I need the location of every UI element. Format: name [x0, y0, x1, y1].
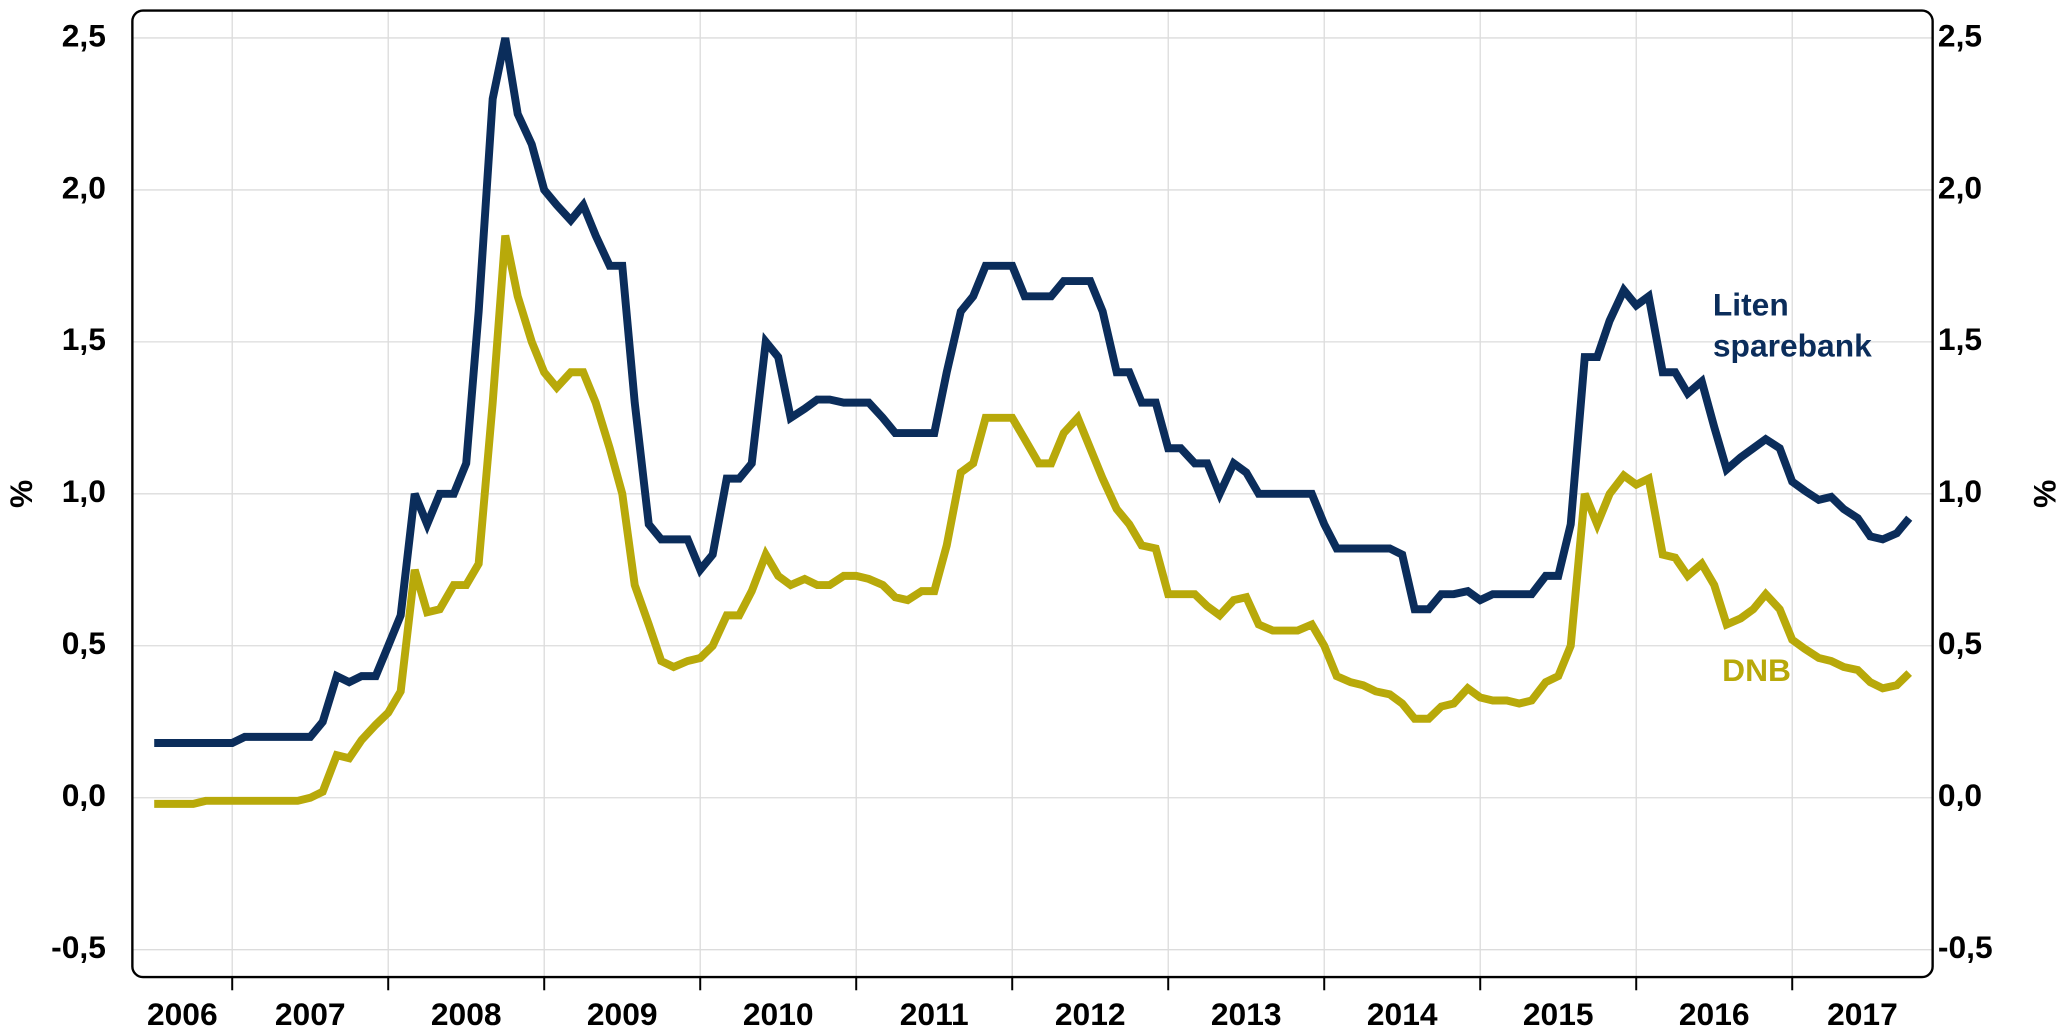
y-tick-label: 1,5 [62, 321, 106, 357]
y-tick-label: 2,5 [62, 17, 106, 53]
x-tick-label: 2007 [275, 996, 346, 1030]
x-tick-label: 2008 [431, 996, 502, 1030]
x-tick-label: 2013 [1211, 996, 1282, 1030]
x-tick-label: 2016 [1679, 996, 1750, 1030]
y-tick-label: -0,5 [51, 929, 106, 965]
y2-tick-label: 0,5 [1938, 625, 1982, 661]
y-tick-label: 0,0 [62, 777, 106, 813]
y2-tick-label: 1,0 [1938, 473, 1982, 509]
x-tick-label: 2012 [1055, 996, 1126, 1030]
y-tick-label: 0,5 [62, 625, 106, 661]
y2-tick-label: 2,5 [1938, 17, 1982, 53]
x-tick-label: 2015 [1523, 996, 1594, 1030]
x-tick-label: 2010 [743, 996, 814, 1030]
series-label: Liten [1713, 287, 1789, 323]
series-label: sparebank [1713, 328, 1872, 364]
x-tick-label: 2006 [147, 996, 218, 1030]
y2-axis-label: % [2027, 480, 2063, 508]
x-tick-label: 2017 [1827, 996, 1898, 1030]
x-tick-label: 2011 [900, 996, 969, 1030]
y2-tick-label: 2,0 [1938, 169, 1982, 205]
y-tick-label: 1,0 [62, 473, 106, 509]
line-series [154, 37, 1913, 747]
line-series [154, 234, 1912, 808]
y-tick-label: 2,0 [62, 169, 106, 205]
y2-tick-label: 1,5 [1938, 321, 1982, 357]
y2-tick-label: 0,0 [1938, 777, 1982, 813]
x-tick-label: 2014 [1367, 996, 1438, 1030]
y-axis-label: % [3, 480, 39, 508]
x-tick-label: 2009 [587, 996, 658, 1030]
y2-tick-label: -0,5 [1938, 929, 1993, 965]
plot-frame [131, 9, 1934, 979]
series-label: DNB [1722, 652, 1791, 688]
